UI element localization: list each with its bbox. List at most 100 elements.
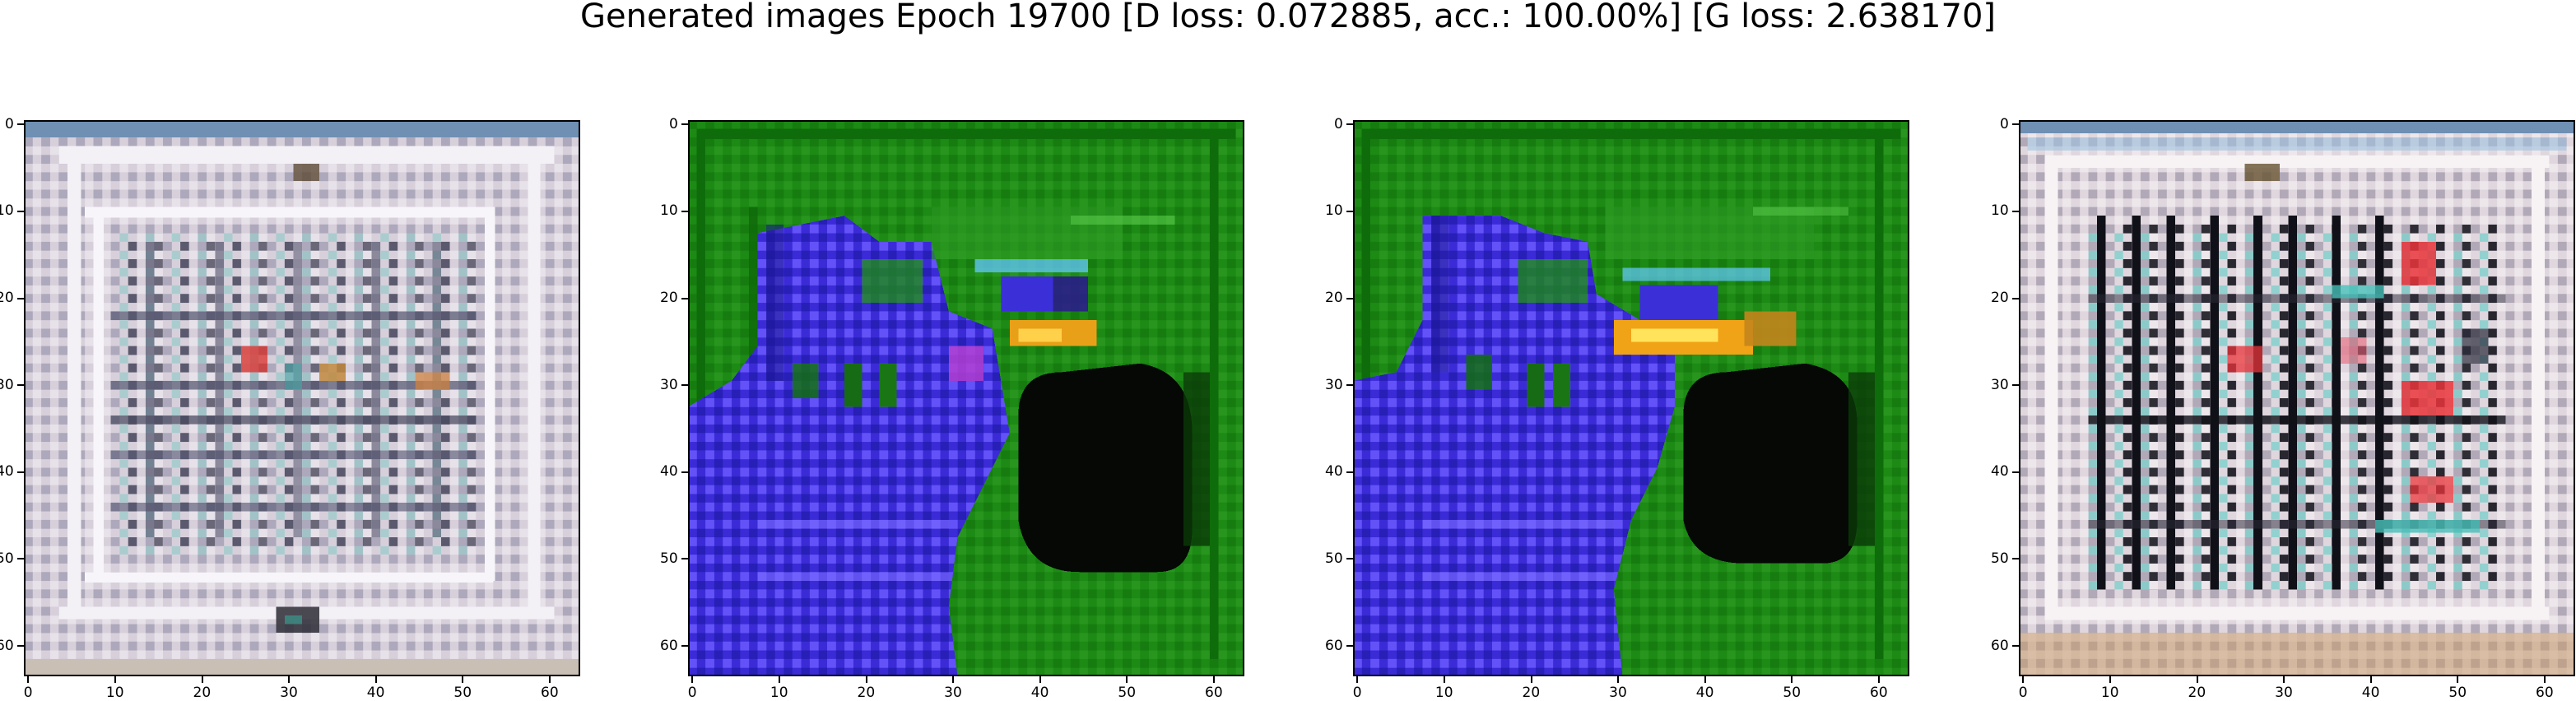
x-tick xyxy=(2457,676,2459,683)
x-tick xyxy=(1213,676,1216,683)
x-tick xyxy=(2109,676,2111,683)
x-tick xyxy=(865,676,867,683)
y-tick xyxy=(17,210,24,212)
x-tick-label: 40 xyxy=(1030,685,1049,701)
y-tick-label: 60 xyxy=(1325,637,1343,654)
x-tick xyxy=(2022,676,2025,683)
x-tick-label: 20 xyxy=(193,685,212,701)
x-tick xyxy=(2196,676,2198,683)
y-tick-label: 30 xyxy=(0,376,14,393)
y-tick xyxy=(2012,210,2019,212)
y-tick-label: 50 xyxy=(1325,550,1343,567)
x-tick-label: 40 xyxy=(366,685,385,701)
generated-image-panel-1: 0 10 20 30 40 50 60 0 10 20 30 40 50 60 xyxy=(0,117,580,700)
x-tick xyxy=(1039,676,1041,683)
x-tick xyxy=(549,676,551,683)
x-tick-label: 50 xyxy=(2448,685,2467,701)
y-tick-label: 40 xyxy=(660,463,678,480)
y-tick-label: 20 xyxy=(0,290,14,307)
y-tick-label: 60 xyxy=(660,637,678,654)
y-tick xyxy=(1346,645,1353,648)
y-tick xyxy=(17,645,24,648)
y-tick xyxy=(2012,471,2019,473)
x-tick-label: 40 xyxy=(1695,685,1714,701)
y-tick xyxy=(681,645,688,648)
y-tick-label: 10 xyxy=(0,202,14,220)
y-tick-label: 40 xyxy=(1991,463,2009,480)
y-tick xyxy=(681,384,688,387)
y-tick xyxy=(1346,210,1353,212)
x-tick-label: 50 xyxy=(1783,685,1802,701)
x-tick-label: 30 xyxy=(1609,685,1627,701)
y-tick-label: 30 xyxy=(660,376,678,393)
y-tick xyxy=(681,471,688,473)
y-tick-label: 40 xyxy=(1325,463,1343,480)
x-tick xyxy=(114,676,116,683)
y-tick xyxy=(1346,297,1353,299)
x-tick-label: 0 xyxy=(2018,685,2028,701)
generated-image-panel-4: 0 10 20 30 40 50 60 0 10 20 30 40 50 60 xyxy=(1991,117,2575,700)
y-tick-label: 30 xyxy=(1325,376,1343,393)
y-tick-label: 30 xyxy=(1991,376,2009,393)
generated-image-panel-2: 0 10 20 30 40 50 60 0 10 20 30 40 50 60 xyxy=(660,117,1244,700)
y-tick-label: 10 xyxy=(1325,202,1343,220)
y-tick-label: 50 xyxy=(660,550,678,567)
y-tick xyxy=(17,558,24,560)
x-tick-label: 30 xyxy=(2275,685,2293,701)
y-tick xyxy=(681,558,688,560)
x-tick-label: 60 xyxy=(541,685,559,701)
y-tick xyxy=(681,123,688,126)
y-tick xyxy=(17,384,24,387)
x-tick xyxy=(462,676,464,683)
x-tick xyxy=(778,676,780,683)
y-tick xyxy=(2012,558,2019,560)
x-tick xyxy=(27,676,30,683)
x-tick-label: 30 xyxy=(280,685,298,701)
y-tick-label: 60 xyxy=(0,637,14,654)
generated-image-1 xyxy=(24,120,580,676)
generated-image-3 xyxy=(1353,120,1909,676)
generated-image-panel-3: 0 10 20 30 40 50 60 0 10 20 30 40 50 60 xyxy=(1325,117,1909,700)
x-tick xyxy=(2369,676,2372,683)
y-tick-label: 0 xyxy=(669,115,678,132)
y-tick xyxy=(17,297,24,299)
y-tick-label: 10 xyxy=(660,202,678,220)
x-tick xyxy=(1617,676,1620,683)
x-tick-label: 20 xyxy=(2188,685,2206,701)
y-tick xyxy=(2012,384,2019,387)
y-tick xyxy=(1346,558,1353,560)
x-tick xyxy=(1356,676,1359,683)
x-tick xyxy=(374,676,377,683)
y-tick xyxy=(2012,645,2019,648)
x-tick-label: 10 xyxy=(2100,685,2119,701)
x-tick xyxy=(288,676,291,683)
y-tick xyxy=(681,297,688,299)
y-tick xyxy=(17,471,24,473)
y-tick-label: 50 xyxy=(0,550,14,567)
x-tick-label: 20 xyxy=(1522,685,1541,701)
y-tick-label: 20 xyxy=(1991,290,2009,307)
x-tick-label: 50 xyxy=(453,685,472,701)
x-tick xyxy=(1791,676,1793,683)
generated-image-4 xyxy=(2019,120,2575,676)
x-tick-label: 10 xyxy=(770,685,788,701)
x-tick-label: 0 xyxy=(687,685,697,701)
y-tick-label: 20 xyxy=(1325,290,1343,307)
y-tick-label: 0 xyxy=(1334,115,1343,132)
generated-image-2 xyxy=(688,120,1244,676)
y-tick-label: 20 xyxy=(660,290,678,307)
y-tick-label: 60 xyxy=(1991,637,2009,654)
y-tick xyxy=(17,123,24,126)
x-tick xyxy=(201,676,203,683)
x-tick xyxy=(1530,676,1532,683)
x-tick-label: 60 xyxy=(1870,685,1888,701)
figure-title: Generated images Epoch 19700 [D loss: 0.… xyxy=(579,0,1997,35)
x-tick-label: 0 xyxy=(23,685,33,701)
x-tick-label: 60 xyxy=(2536,685,2554,701)
y-tick xyxy=(1346,123,1353,126)
x-tick xyxy=(2544,676,2546,683)
x-tick xyxy=(2283,676,2285,683)
x-tick-label: 40 xyxy=(2361,685,2380,701)
x-tick xyxy=(1704,676,1706,683)
y-tick xyxy=(2012,123,2019,126)
